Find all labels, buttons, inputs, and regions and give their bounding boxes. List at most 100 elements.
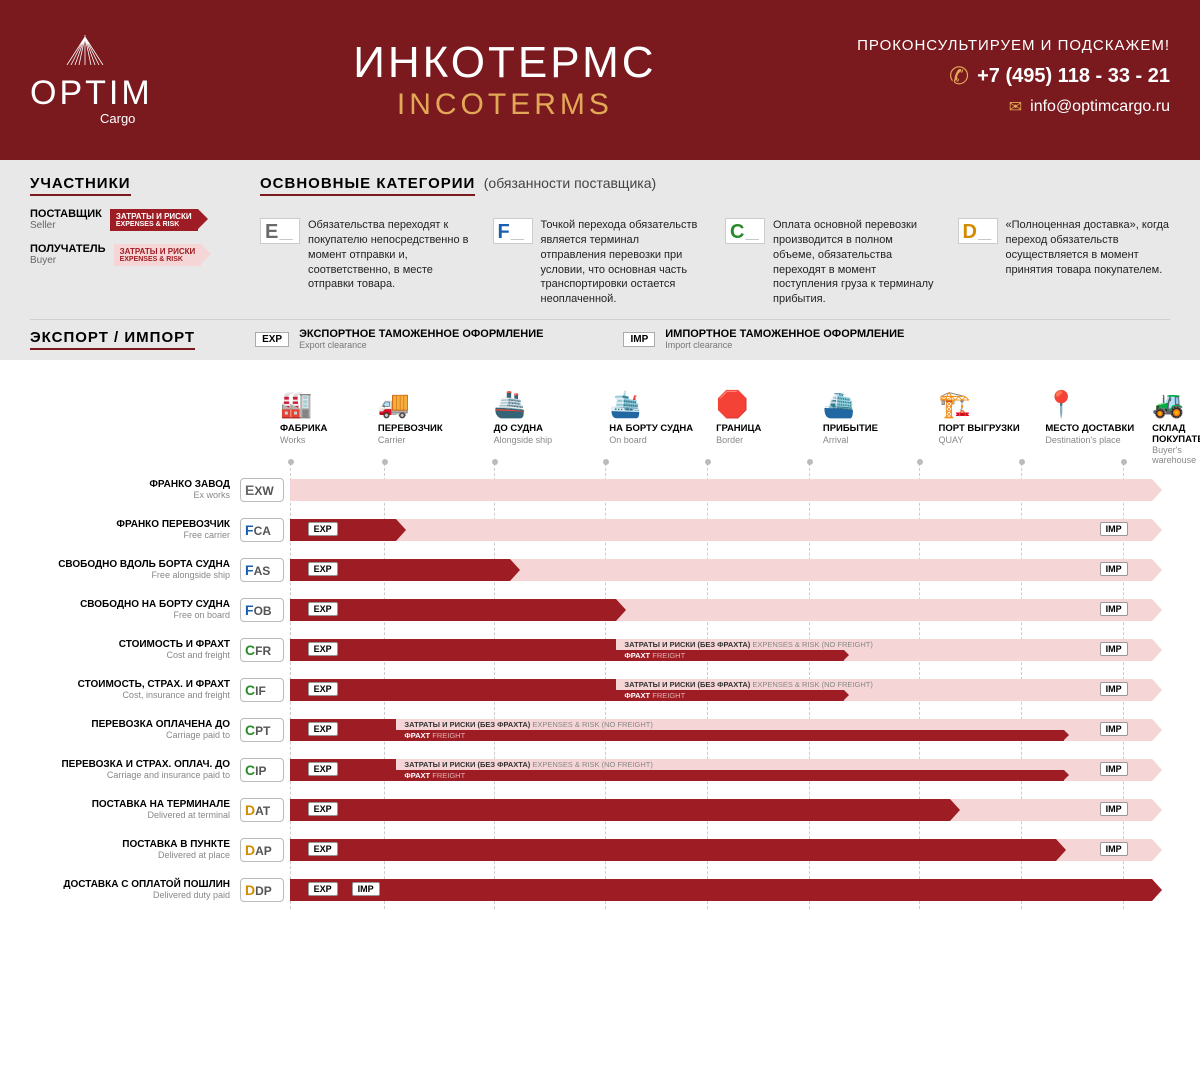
seller-label-en: Seller [30,220,102,231]
term-label: ПЕРЕВОЗКА ОПЛАЧЕНА ДО Carriage paid to [30,719,240,740]
term-row-DDP: ДОСТАВКА С ОПЛАТОЙ ПОШЛИН Delivered duty… [30,871,1170,909]
buyer-bar [290,479,1152,501]
stage-label-en: On board [609,435,716,445]
contact-tagline: ПРОКОНСУЛЬТИРУЕМ И ПОДСКАЖЕМ! [857,37,1170,54]
stage-col: 🏗️ПОРТ ВЫГРУЗКИQUAY [939,380,1046,465]
exp-chip: EXP [308,642,338,656]
participants-section: УЧАСТНИКИ ПОСТАВЩИК Seller ЗАТРАТЫ И РИС… [30,175,230,307]
exp-chip: EXP [308,602,338,616]
term-row-EXW: ФРАНКО ЗАВОД Ex works EXW [30,471,1170,509]
exp-chip: EXP [308,522,338,536]
phone-icon: ✆ [949,62,969,91]
bar-track [290,475,1170,505]
category-desc: «Полноценная доставка», когда переход об… [1006,218,1171,307]
stage-label-en: Arrival [823,435,939,445]
imp-chip: IMP [1100,842,1128,856]
term-label-en: Cost, insurance and freight [30,690,230,700]
term-label-en: Free alongside ship [30,570,230,580]
category-letter: F__ [493,218,533,244]
term-label: ПЕРЕВОЗКА И СТРАХ. ОПЛАЧ. ДО Carriage an… [30,759,240,780]
exp-label-en: Export clearance [299,340,543,350]
seller-bar [290,719,396,741]
term-code: FOB [240,598,284,622]
term-code: CPT [240,718,284,742]
stage-label-en: Carrier [378,435,494,445]
stage-icon: 📍 [1045,380,1152,420]
term-label-en: Delivered at terminal [30,810,230,820]
logo: OPTIM Cargo [30,35,153,126]
term-label: ПОСТАВКА НА ТЕРМИНАЛЕ Delivered at termi… [30,799,240,820]
imp-chip: IMP [1100,642,1128,656]
freight-note: ФРАХТ FREIGHT [624,651,685,660]
stage-label-en: Destination's place [1045,435,1152,445]
exp-chip: EXP [308,722,338,736]
seller-row: ПОСТАВЩИК Seller ЗАТРАТЫ И РИСКИ EXPENSE… [30,208,230,231]
stage-col: 🚜СКЛАД ПОКУПАТЕЛЯBuyer's warehouse [1152,380,1170,465]
stage-icon: 🏗️ [939,380,1046,420]
header: OPTIM Cargo ИНКОТЕРМС INCOTERMS ПРОКОНСУ… [0,0,1200,160]
freight-bar [396,730,1065,741]
risk-note: ЗАТРАТЫ И РИСКИ (БЕЗ ФРАХТА) EXPENSES & … [624,680,872,689]
seller-tag: ЗАТРАТЫ И РИСКИ EXPENSES & RISK [110,209,198,231]
logo-subtitle: Cargo [100,111,135,126]
categories-subtitle: (обязанности поставщика) [484,175,656,191]
buyer-row: ПОЛУЧАТЕЛЬ Buyer ЗАТРАТЫ И РИСКИ EXPENSE… [30,243,230,266]
term-label-ru: СВОБОДНО НА БОРТУ СУДНА [30,599,230,610]
stage-label-en: Alongside ship [494,435,610,445]
bar-track: EXPIMP [290,795,1170,825]
bar-track: EXP IMP [290,595,1170,625]
term-label-ru: ФРАНКО ЗАВОД [30,479,230,490]
category-letter: D__ [958,218,998,244]
title-en: INCOTERMS [353,88,656,122]
term-row-CFR: СТОИМОСТЬ И ФРАХТ Cost and freight CFR З… [30,631,1170,669]
category-F: F__Точкой перехода обязательств является… [493,218,706,307]
buyer-bar [510,559,1152,581]
bar-track: EXPIMP [290,835,1170,865]
term-row-CPT: ПЕРЕВОЗКА ОПЛАЧЕНА ДО Carriage paid to C… [30,711,1170,749]
stage-label-ru: СКЛАД ПОКУПАТЕЛЯ [1152,424,1170,445]
term-label: ДОСТАВКА С ОПЛАТОЙ ПОШЛИН Delivered duty… [30,879,240,900]
stage-icon: 🏭 [280,380,378,420]
participants-title: УЧАСТНИКИ [30,175,131,196]
logo-text: OPTIM [30,74,153,113]
export-import-row: ЭКСПОРТ / ИМПОРТ EXP ЭКСПОРТНОЕ ТАМОЖЕНН… [30,319,1170,350]
stage-label-en: Works [280,435,378,445]
stage-label-ru: НА БОРТУ СУДНА [609,424,716,434]
buyer-label-en: Buyer [30,255,106,266]
term-rows: ФРАНКО ЗАВОД Ex works EXW ФРАНКО ПЕРЕВОЗ… [30,471,1170,909]
imp-chip: IMP [1100,562,1128,576]
buyer-bar [616,599,1153,621]
exp-chip: EXP [308,762,338,776]
exp-label-ru: ЭКСПОРТНОЕ ТАМОЖЕННОЕ ОФОРМЛЕНИЕ [299,328,543,340]
imp-chip: IMP [1100,522,1128,536]
stage-col: 🚚ПЕРЕВОЗЧИКCarrier [378,380,494,465]
stage-label-ru: ПОРТ ВЫГРУЗКИ [939,424,1046,434]
term-code: DAP [240,838,284,862]
term-row-DAP: ПОСТАВКА В ПУНКТЕ Delivered at place DAP… [30,831,1170,869]
term-label-ru: ДОСТАВКА С ОПЛАТОЙ ПОШЛИН [30,879,230,890]
seller-bar [290,639,616,661]
term-label: СВОБОДНО НА БОРТУ СУДНА Free on board [30,599,240,620]
term-label-ru: ФРАНКО ПЕРЕВОЗЧИК [30,519,230,530]
stage-label-ru: ПРИБЫТИЕ [823,424,939,434]
phone-number: +7 (495) 118 - 33 - 21 [977,65,1170,88]
term-label: ФРАНКО ЗАВОД Ex works [30,479,240,500]
buyer-label-ru: ПОЛУЧАТЕЛЬ [30,243,106,255]
bar-track: ЗАТРАТЫ И РИСКИ (БЕЗ ФРАХТА) EXPENSES & … [290,715,1170,745]
stage-col: 🚢ДО СУДНАAlongside ship [494,380,610,465]
term-label-ru: ПЕРЕВОЗКА И СТРАХ. ОПЛАЧ. ДО [30,759,230,770]
stage-col: 🛳️НА БОРТУ СУДНАOn board [609,380,716,465]
imp-chip: IMP [1100,602,1128,616]
seller-bar [290,839,1056,861]
term-label-en: Ex works [30,490,230,500]
risk-note: ЗАТРАТЫ И РИСКИ (БЕЗ ФРАХТА) EXPENSES & … [404,760,652,769]
term-code: DAT [240,798,284,822]
stage-header: 🏭ФАБРИКАWorks🚚ПЕРЕВОЗЧИКCarrier🚢ДО СУДНА… [280,380,1170,465]
imp-label-en: Import clearance [665,340,904,350]
term-label: ПОСТАВКА В ПУНКТЕ Delivered at place [30,839,240,860]
term-label-en: Delivered at place [30,850,230,860]
info-strip: УЧАСТНИКИ ПОСТАВЩИК Seller ЗАТРАТЫ И РИС… [0,160,1200,360]
term-code: FAS [240,558,284,582]
exp-chip: EXP [308,562,338,576]
categories-section: ОСВНОВНЫЕ КАТЕГОРИИ (обязанности поставщ… [260,175,1170,307]
